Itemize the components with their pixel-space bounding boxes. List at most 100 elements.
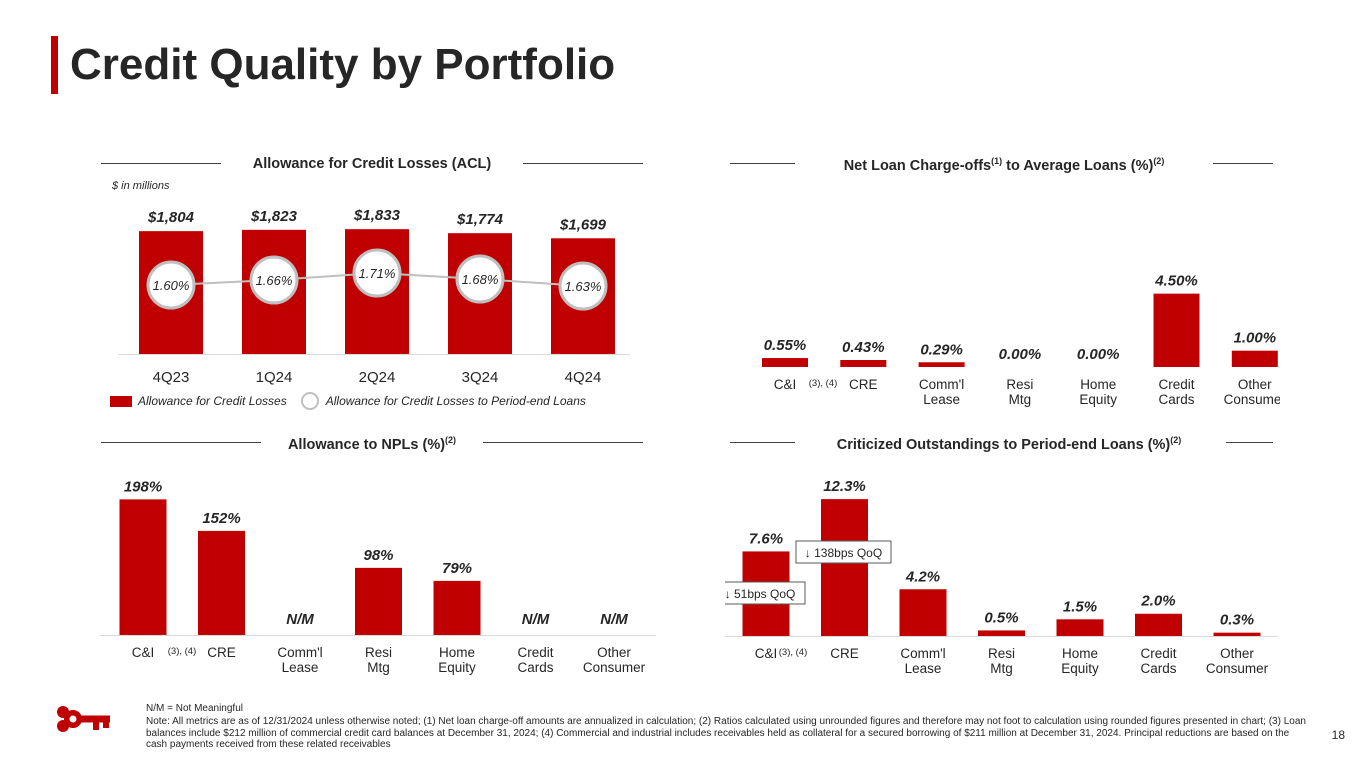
units-note: $ in millions	[112, 180, 170, 192]
section-rule	[101, 442, 261, 443]
section-rule	[101, 163, 221, 164]
page-title: Credit Quality by Portfolio	[70, 40, 616, 89]
nco-bar	[840, 359, 887, 367]
title-accent-bar	[51, 36, 58, 94]
legend-label-acl: Allowance for Credit Losses	[138, 394, 287, 408]
bar-value-label: $1,699	[559, 216, 607, 233]
category-footnote-ref: (3), (4)	[809, 378, 838, 389]
ratio-label: 1.66%	[256, 273, 293, 288]
page-number: 18	[1331, 728, 1345, 742]
nco-chart: 0.55% 0.43% 0.29% 0.00% 0.00% 4.50% 1.00% C&I CR…	[762, 273, 1280, 407]
category-label: Comm'l Lease	[919, 377, 964, 407]
bar-value-label: $1,833	[353, 207, 401, 224]
bar-value-label: 79%	[442, 560, 472, 577]
ratio-marker	[558, 261, 608, 311]
category-label: Credit Cards	[1158, 377, 1194, 407]
category-label: Other Consumer	[583, 645, 646, 675]
bar-value-label: 0.5%	[984, 609, 1018, 626]
ratio-label: 1.68%	[462, 272, 499, 287]
nm-note: N/M = Not Meaningful	[146, 703, 243, 714]
category-label: Resi Mtg	[1006, 377, 1033, 407]
crit-bar	[1213, 632, 1261, 636]
bar-value-label: N/M	[286, 611, 314, 628]
category-label: Credit Cards	[1140, 646, 1176, 676]
footnote: Note: All metrics are as of 12/31/2024 u…	[146, 716, 1306, 750]
annotation-box	[725, 581, 806, 605]
acl-legend: Allowance for Credit Losses Allowance fo…	[110, 392, 586, 410]
ratio-marker	[455, 254, 505, 304]
category-label: Other Consumer	[1224, 377, 1280, 407]
crit-chart-title: Criticized Outstandings to Period-end Lo…	[795, 435, 1223, 453]
category-label: 4Q24	[565, 369, 602, 386]
category-label: C&I	[774, 377, 797, 392]
bar-value-label: 2.0%	[1140, 593, 1175, 610]
bar-value-label: 198%	[124, 478, 162, 495]
ratio-marker	[249, 255, 299, 305]
crit-title-sup: (2)	[1170, 435, 1182, 445]
nco-bar	[1153, 293, 1200, 367]
bar-value-label: 4.2%	[905, 568, 940, 585]
ratio-label: 1.63%	[565, 279, 602, 294]
category-label: Home Equity	[1061, 646, 1099, 676]
crit-bar	[821, 499, 868, 636]
nco-title-sup2: (2)	[1153, 156, 1165, 166]
legend-swatch-bar	[110, 395, 132, 407]
acl-chart: $1,804 $1,823 $1,833 $1,774 $1,699 1.60% 1.66%…	[118, 207, 630, 386]
nco-title-sup1: (1)	[991, 156, 1003, 166]
bar-value-label: $1,804	[147, 209, 195, 226]
crit-bar	[1135, 613, 1182, 636]
bar-value-label: 1.00%	[1234, 330, 1277, 347]
section-rule	[523, 163, 643, 164]
npl-title-text: Allowance to NPLs (%)	[287, 436, 446, 453]
crit-bar	[978, 630, 1025, 636]
npl-bar	[433, 580, 481, 635]
section-rule	[1226, 442, 1273, 443]
category-label: Comm'l Lease	[277, 645, 322, 675]
ratio-label: 1.71%	[359, 266, 396, 281]
category-label: 3Q24	[462, 369, 499, 386]
nco-bar	[762, 358, 808, 367]
section-rule	[1213, 163, 1273, 164]
category-label: Home Equity	[438, 645, 476, 675]
npl-chart: 198% 152% N/M 98% 79% N/M N/M C&I CRE Comm'l Lease…	[100, 478, 656, 675]
section-rule	[483, 442, 643, 443]
legend-swatch-circle	[300, 392, 319, 410]
bar-value-label: 4.50%	[1154, 273, 1198, 290]
nco-bar	[1231, 350, 1278, 367]
bar-value-label: 12.3%	[823, 478, 866, 495]
category-label: 2Q24	[359, 369, 396, 386]
category-label: C&I	[755, 646, 778, 661]
bar-value-label: $1,774	[456, 211, 504, 228]
section-rule	[730, 163, 795, 164]
crit-bar	[1056, 619, 1104, 636]
ratio-marker	[146, 260, 196, 310]
key-logo-icon	[57, 706, 110, 732]
crit-chart: 7.6% 12.3% 4.2% 0.5% 1.5% 2.0% 0.3% ↓ 51bps QoQ…	[725, 478, 1278, 676]
category-label: CRE	[207, 645, 236, 660]
category-footnote-ref: (3), (4)	[779, 647, 808, 658]
bar-value-label: N/M	[522, 611, 550, 628]
legend-label-ratio: Allowance for Credit Losses to Period-en…	[325, 394, 586, 408]
bar-value-label: 0.43%	[842, 339, 885, 356]
category-label: CRE	[849, 377, 878, 392]
category-label: Resi Mtg	[988, 646, 1015, 676]
bar-value-label: $1,823	[250, 208, 298, 225]
npl-bar	[355, 567, 402, 635]
category-label: Other Consumer	[1206, 646, 1269, 676]
bar-value-label: N/M	[600, 611, 628, 628]
nco-bar	[918, 362, 965, 367]
bar-value-label: 7.6%	[749, 530, 783, 547]
ratio-marker	[352, 248, 402, 298]
category-footnote-ref: (3), (4)	[168, 646, 197, 657]
bar-value-label: 1.5%	[1063, 598, 1097, 615]
bar-value-label: 98%	[363, 547, 393, 564]
category-label: 4Q23	[153, 369, 190, 386]
category-label: 1Q24	[256, 369, 293, 386]
nco-title-text: Net Loan Charge-offs	[843, 157, 992, 174]
category-label: Comm'l Lease	[900, 646, 945, 676]
ratio-label: 1.60%	[153, 278, 190, 293]
section-rule	[730, 442, 795, 443]
bar-value-label: 0.00%	[999, 346, 1042, 363]
bar-value-label: 0.3%	[1220, 612, 1254, 629]
annotation-box	[795, 540, 892, 564]
